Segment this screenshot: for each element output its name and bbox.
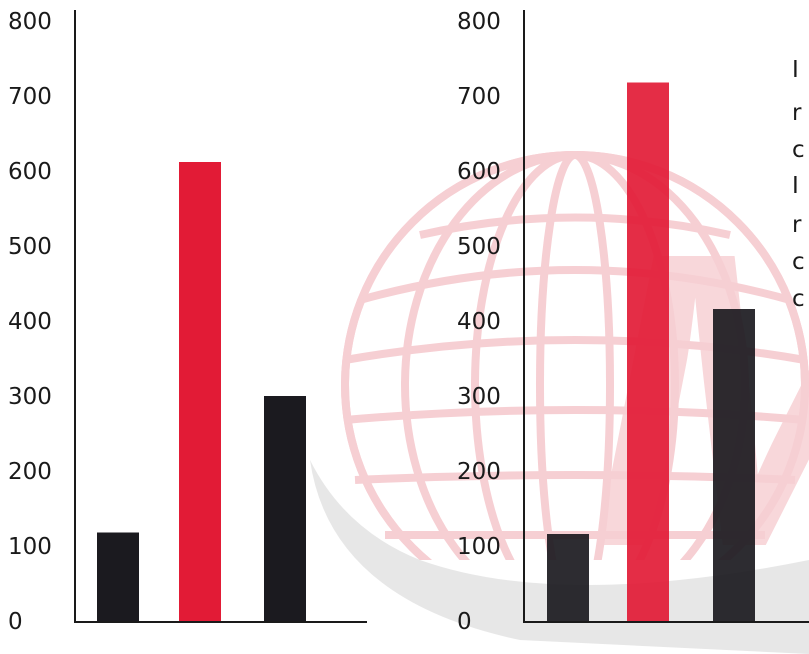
y-tick-label: 100 xyxy=(8,534,52,560)
chart-2: 0 100 200 300 400 500 600 700 800 xyxy=(457,9,809,635)
y-tick-label: 500 xyxy=(8,234,52,260)
watermark-logo: M xyxy=(310,151,809,654)
chart-1: 0 100 200 300 400 500 600 700 800 xyxy=(8,9,367,635)
cropped-text-line: c xyxy=(792,286,805,312)
y-tick-label: 0 xyxy=(8,609,23,635)
cropped-text-line: c xyxy=(792,249,805,275)
bar-3 xyxy=(713,309,755,621)
y-tick-label: 600 xyxy=(457,159,501,185)
y-tick-label: 400 xyxy=(8,309,52,335)
y-tick-label: 700 xyxy=(8,84,52,110)
cropped-text-line: I xyxy=(792,57,799,83)
y-tick-label: 500 xyxy=(457,234,501,260)
y-tick-label: 200 xyxy=(8,459,52,485)
y-tick-label: 0 xyxy=(457,609,472,635)
bar-2 xyxy=(179,162,221,621)
y-tick-label: 200 xyxy=(457,459,501,485)
y-tick-label: 800 xyxy=(457,9,501,35)
y-tick-label: 300 xyxy=(457,384,501,410)
y-tick-label: 400 xyxy=(457,309,501,335)
y-tick-label: 100 xyxy=(457,534,501,560)
cropped-text-line: c xyxy=(792,137,805,163)
swoosh-shape xyxy=(310,460,809,654)
y-tick-label: 300 xyxy=(8,384,52,410)
y-tick-label: 800 xyxy=(8,9,52,35)
watermark-letter: M xyxy=(590,166,809,635)
y-tick-label: 600 xyxy=(8,159,52,185)
bar-2 xyxy=(627,82,669,621)
cropped-text-line: I xyxy=(792,173,799,199)
bar-3 xyxy=(264,396,306,621)
bar-1 xyxy=(97,532,139,621)
y-tick-label: 700 xyxy=(457,84,501,110)
cropped-text-line: r xyxy=(792,212,802,238)
cropped-text-line: r xyxy=(792,100,802,126)
bar-1 xyxy=(547,534,589,621)
